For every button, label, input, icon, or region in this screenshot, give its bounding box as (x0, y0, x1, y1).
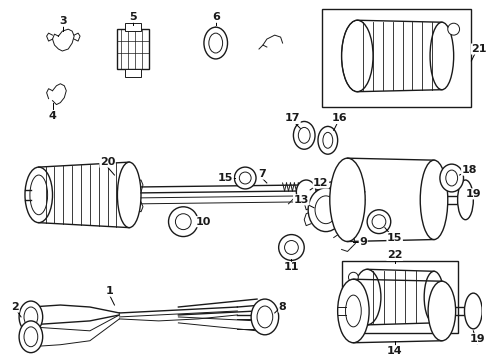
Ellipse shape (239, 172, 251, 184)
Text: 19: 19 (465, 189, 480, 199)
Ellipse shape (19, 301, 42, 333)
Text: 18: 18 (461, 165, 476, 175)
Ellipse shape (175, 214, 191, 230)
Text: 15: 15 (386, 233, 402, 243)
Bar (125, 23, 141, 31)
Ellipse shape (203, 27, 227, 59)
Ellipse shape (298, 127, 309, 143)
Bar (125, 69, 141, 77)
Ellipse shape (445, 170, 457, 186)
Text: 10: 10 (195, 217, 210, 227)
Ellipse shape (317, 126, 337, 154)
Text: 5: 5 (129, 12, 137, 22)
Ellipse shape (341, 20, 372, 92)
Ellipse shape (427, 281, 455, 341)
Ellipse shape (371, 215, 385, 229)
Ellipse shape (234, 167, 256, 189)
Ellipse shape (329, 158, 365, 242)
Ellipse shape (423, 271, 443, 323)
Ellipse shape (293, 121, 314, 149)
Ellipse shape (348, 272, 358, 282)
Ellipse shape (284, 240, 298, 255)
Text: 12: 12 (312, 178, 328, 188)
Ellipse shape (457, 180, 472, 220)
Ellipse shape (345, 295, 361, 327)
Ellipse shape (117, 162, 141, 228)
Text: 20: 20 (100, 157, 115, 167)
Ellipse shape (251, 299, 278, 335)
Ellipse shape (30, 175, 47, 215)
Text: 15: 15 (218, 173, 233, 183)
Ellipse shape (337, 279, 368, 343)
Text: 16: 16 (331, 113, 346, 123)
Text: 6: 6 (211, 12, 219, 22)
Text: 19: 19 (468, 334, 484, 344)
Ellipse shape (307, 188, 343, 231)
Ellipse shape (19, 321, 42, 353)
Text: 14: 14 (386, 346, 402, 356)
Ellipse shape (257, 306, 272, 328)
Bar (321, 9, 470, 107)
Bar (117, 29, 148, 69)
Ellipse shape (322, 132, 332, 148)
Text: 13: 13 (293, 195, 308, 205)
Ellipse shape (447, 23, 459, 35)
Ellipse shape (429, 22, 453, 90)
Ellipse shape (314, 196, 336, 224)
Text: 8: 8 (278, 302, 286, 312)
Ellipse shape (296, 180, 315, 204)
Text: 2: 2 (11, 302, 19, 312)
Ellipse shape (439, 164, 463, 192)
Text: 1: 1 (105, 286, 113, 296)
Text: 17: 17 (284, 113, 300, 123)
Text: 4: 4 (48, 111, 56, 121)
Ellipse shape (278, 235, 304, 260)
Ellipse shape (24, 307, 38, 327)
Ellipse shape (168, 207, 198, 237)
Ellipse shape (25, 167, 52, 223)
Ellipse shape (366, 210, 390, 234)
Bar (341, 261, 457, 333)
Text: 22: 22 (386, 251, 402, 260)
Ellipse shape (353, 269, 380, 325)
Text: 9: 9 (359, 237, 366, 247)
Text: 7: 7 (258, 169, 265, 179)
Ellipse shape (24, 327, 38, 347)
Text: 11: 11 (283, 262, 299, 272)
Text: 21: 21 (470, 44, 486, 54)
Text: 3: 3 (60, 16, 67, 26)
Ellipse shape (464, 293, 481, 329)
Ellipse shape (419, 160, 447, 239)
Ellipse shape (208, 33, 222, 53)
